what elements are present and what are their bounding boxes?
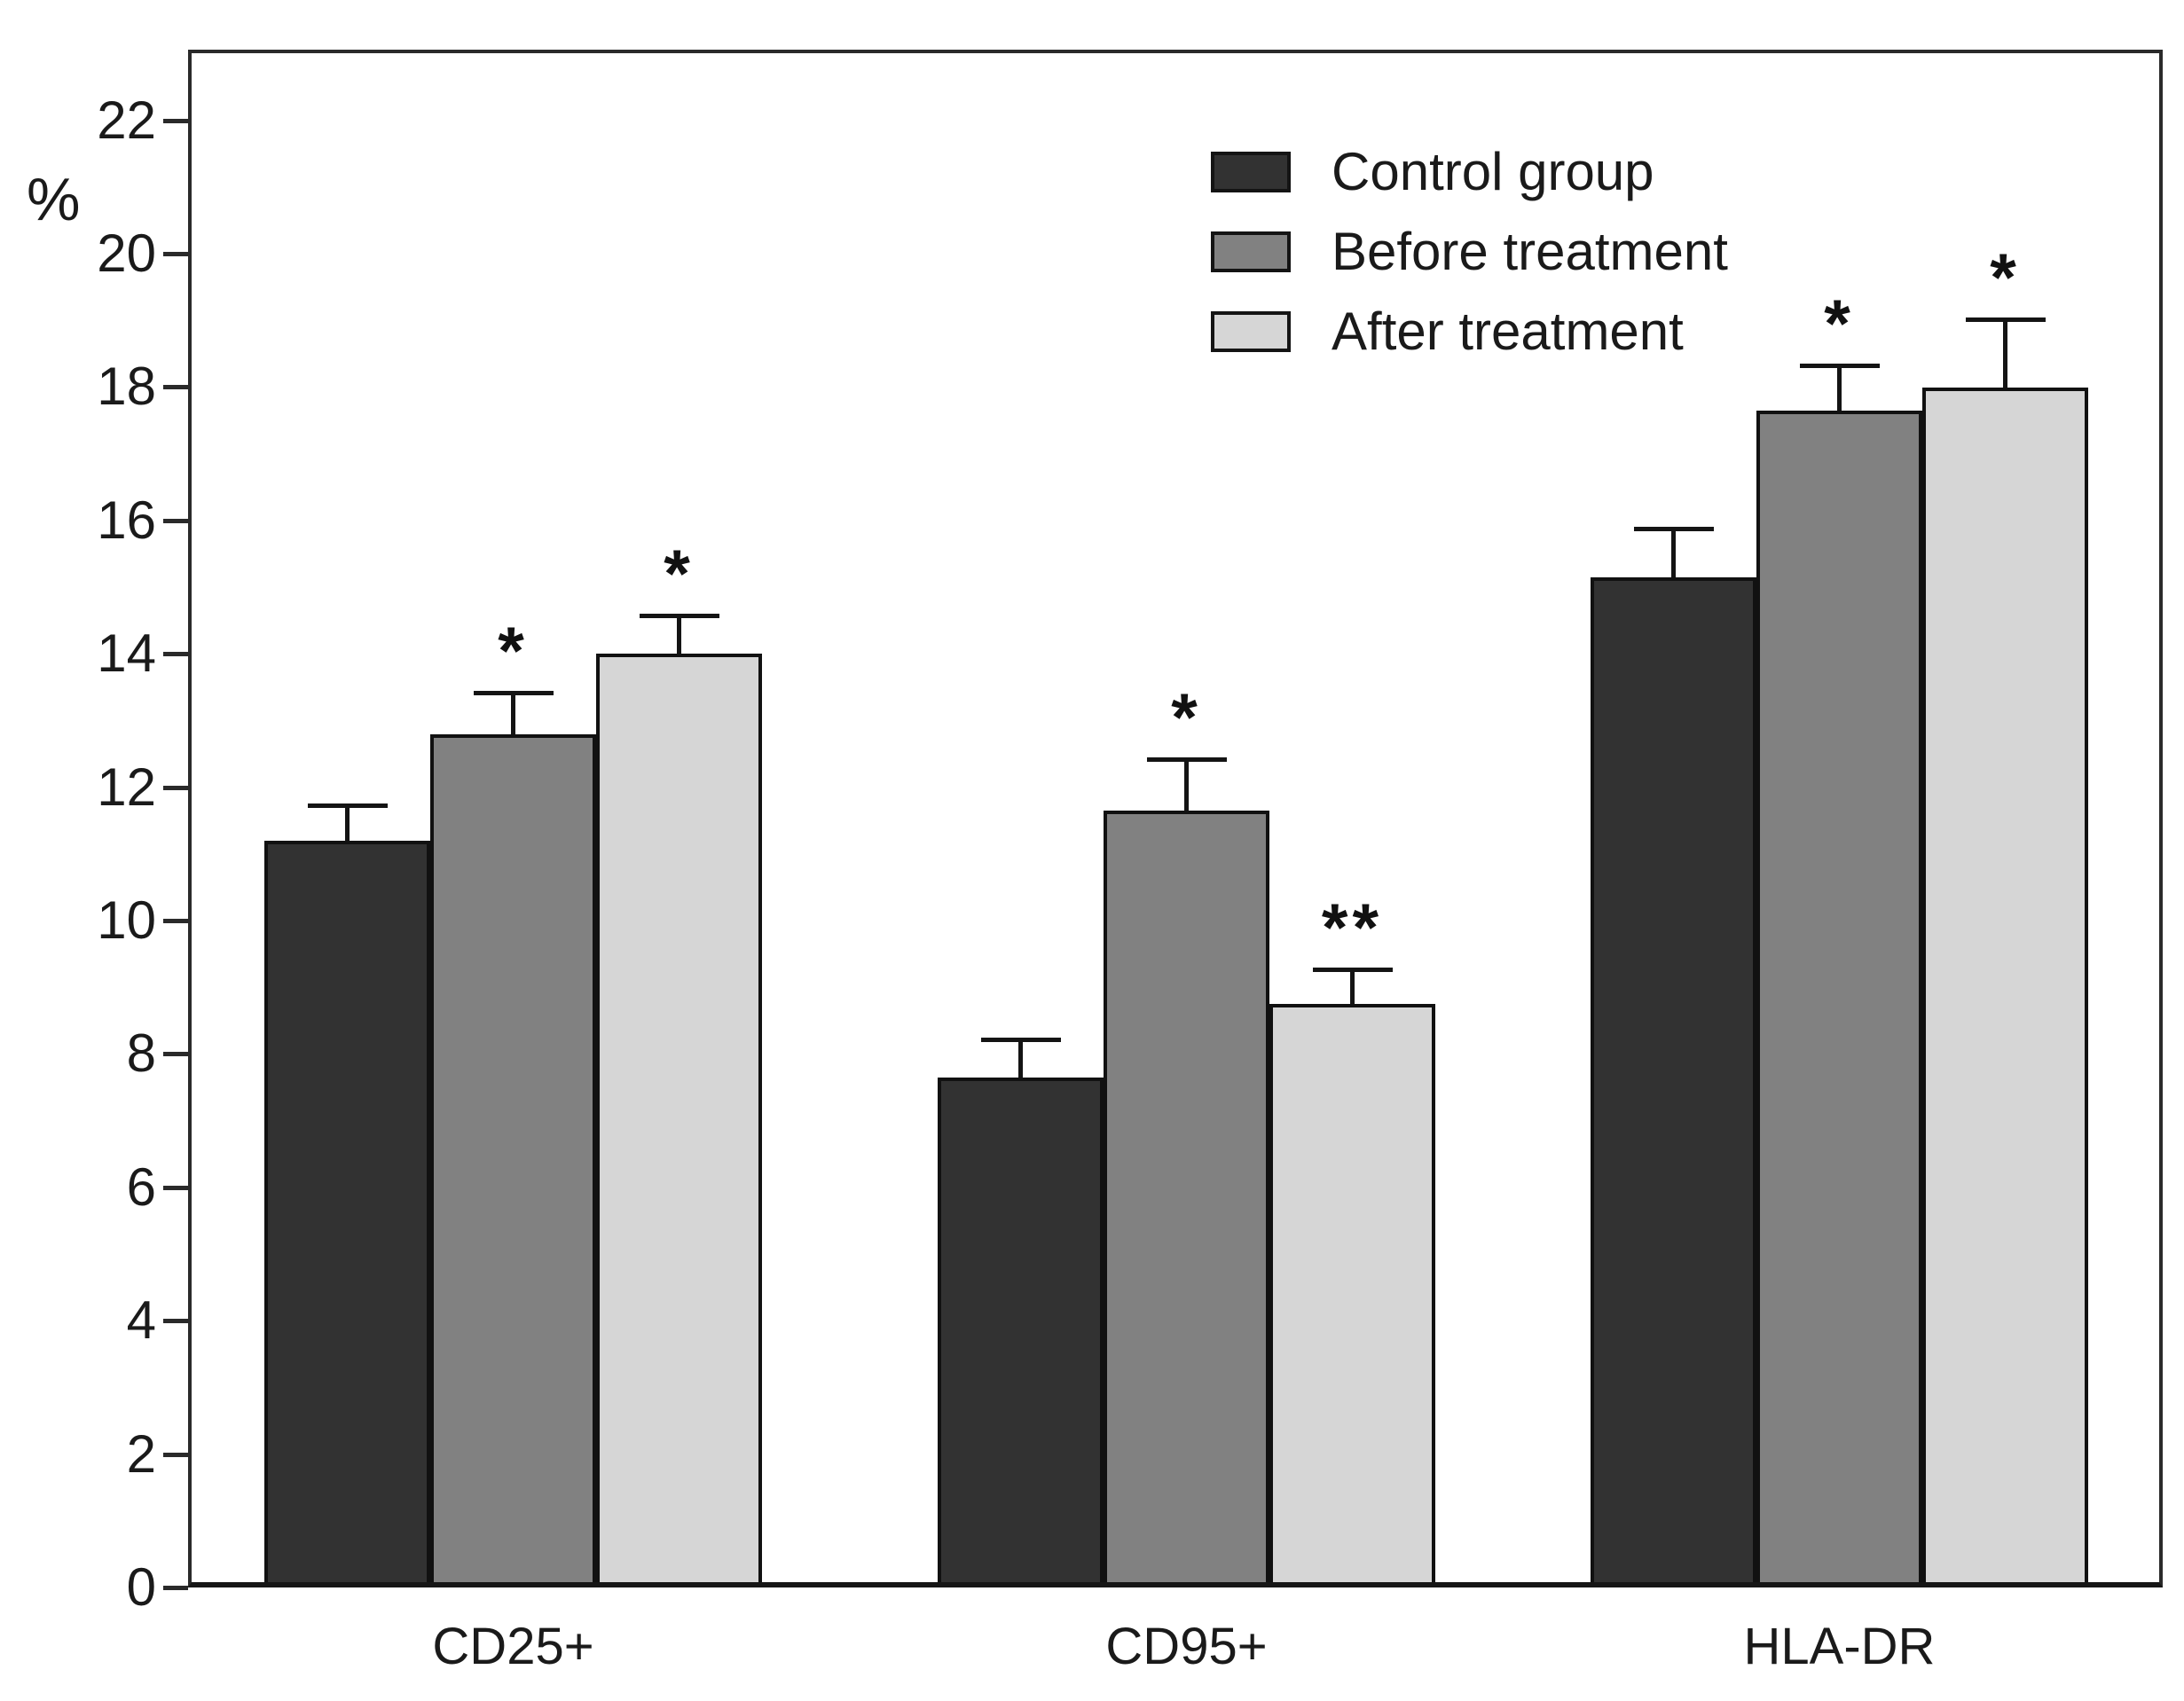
y-axis-tick — [163, 1052, 188, 1057]
bar-hla-dr-after-treatment — [1922, 387, 2088, 1587]
y-axis-tick-label: 10 — [97, 890, 156, 951]
y-axis-tick-label: 14 — [97, 623, 156, 684]
error-bar-cap — [1965, 317, 2046, 322]
y-axis-tick — [163, 785, 188, 790]
error-bar-stem — [511, 690, 515, 734]
x-axis-label-cd25: CD25+ — [432, 1618, 594, 1675]
y-axis-tick — [163, 385, 188, 390]
bar-cd95-after-treatment — [1269, 1004, 1435, 1587]
error-bar-cap — [307, 803, 388, 809]
significance-marker: * — [1171, 679, 1202, 756]
y-axis-tick — [163, 919, 188, 924]
error-bar-stem — [1184, 756, 1189, 811]
error-bar-stem — [2003, 317, 2007, 388]
error-bar-stem — [345, 803, 350, 841]
y-axis-tick — [163, 518, 188, 523]
legend-label: Control group — [1332, 142, 1654, 201]
x-axis-label-hla-dr: HLA-DR — [1743, 1618, 1936, 1675]
legend-swatch-control-group — [1211, 152, 1291, 192]
significance-marker: ** — [1321, 890, 1384, 966]
error-bar-cap — [980, 1037, 1061, 1042]
x-axis-label-cd95: CD95+ — [1105, 1618, 1268, 1675]
error-bar-stem — [677, 614, 681, 655]
x-axis-labels: CD25+ CD95+ HLA-DR — [0, 1616, 2184, 1687]
error-bar-cap — [1146, 756, 1227, 762]
y-axis-tick-label: 20 — [97, 223, 156, 284]
y-axis-tick — [163, 252, 188, 257]
legend-item-control-group: Control group — [1211, 145, 1728, 199]
error-bar-stem — [1018, 1037, 1023, 1078]
bar-cd25-control-group — [264, 840, 430, 1587]
y-axis-tick-label: 18 — [97, 357, 156, 417]
bar-hla-dr-before-treatment — [1756, 410, 1922, 1587]
significance-marker: * — [1990, 239, 2021, 316]
error-bar-stem — [1350, 967, 1355, 1005]
bar-cd95-control-group — [938, 1077, 1104, 1587]
error-bar-cap — [1799, 364, 1880, 369]
y-axis-label: % — [27, 166, 81, 233]
significance-marker: * — [664, 537, 695, 613]
legend-swatch-after-treatment — [1211, 311, 1291, 352]
legend-item-before-treatment: Before treatment — [1211, 225, 1728, 278]
significance-marker: * — [498, 613, 529, 689]
bar-cd95-before-treatment — [1104, 810, 1269, 1587]
error-bar-cap — [1633, 527, 1714, 532]
bar-cd25-after-treatment — [596, 654, 762, 1587]
y-axis-tick — [163, 652, 188, 657]
y-axis-tick-label: 22 — [97, 90, 156, 150]
y-axis-tick-label: 0 — [126, 1557, 156, 1617]
y-axis-tick-label: 4 — [126, 1290, 156, 1351]
bar-cd25-before-treatment — [430, 733, 596, 1587]
error-bar-cap — [1312, 967, 1393, 972]
plot-area: Control group Before treatment After treat… — [188, 50, 2163, 1587]
legend-label: Before treatment — [1332, 222, 1728, 281]
y-axis-tick — [163, 1452, 188, 1457]
y-axis-tick-label: 8 — [126, 1023, 156, 1084]
y-axis-tick-label: 16 — [97, 490, 156, 550]
legend-label: After treatment — [1332, 302, 1684, 361]
y-axis-tick — [163, 1185, 188, 1190]
bar-hla-dr-control-group — [1591, 576, 1756, 1587]
error-bar-cap — [639, 614, 719, 619]
legend-swatch-before-treatment — [1211, 231, 1291, 272]
significance-marker: * — [1824, 286, 1855, 363]
error-bar-stem — [1671, 527, 1676, 577]
y-axis-tick — [163, 1586, 188, 1590]
y-axis-tick-label: 12 — [97, 756, 156, 817]
error-bar-cap — [473, 690, 554, 695]
y-axis-tick — [163, 1319, 188, 1324]
legend: Control group Before treatment After treat… — [1211, 145, 1728, 391]
legend-item-after-treatment: After treatment — [1211, 305, 1728, 358]
y-axis-tick-label: 2 — [126, 1423, 156, 1484]
y-axis-tick — [163, 118, 188, 123]
y-axis-tick-label: 6 — [126, 1156, 156, 1217]
error-bar-stem — [1837, 364, 1842, 411]
